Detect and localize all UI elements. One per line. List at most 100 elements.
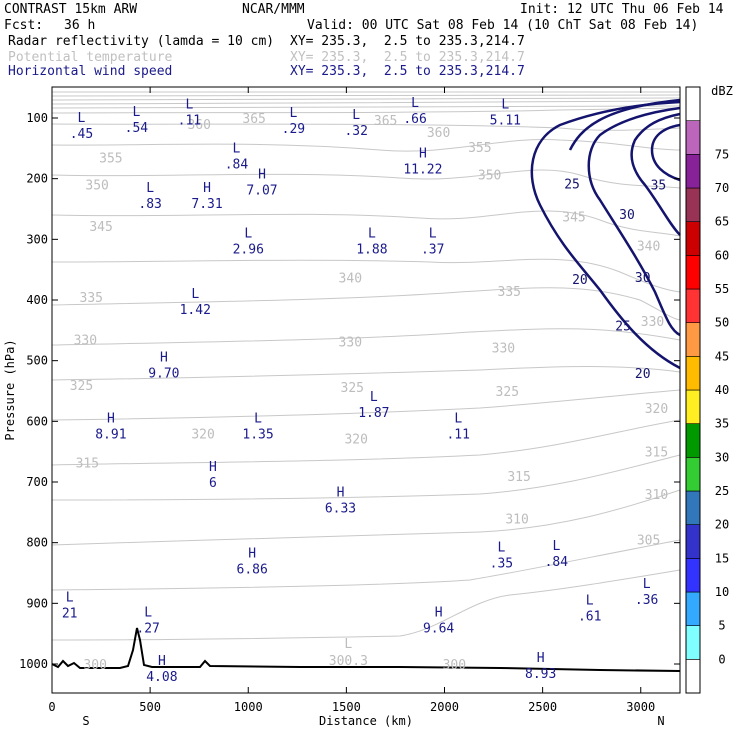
colorbar-segment bbox=[685, 120, 701, 155]
wind-contour-label: 25 bbox=[615, 319, 631, 334]
colorbar-segment bbox=[685, 356, 701, 391]
theta-label: 325 bbox=[341, 381, 364, 396]
init-time: Init: 12 UTC Thu 06 Feb 14 bbox=[520, 2, 724, 17]
wind-extremum-value: 9.70 bbox=[148, 367, 179, 382]
valid-time: Valid: 00 UTC Sat 08 Feb 14 (10 ChT Sat … bbox=[307, 18, 699, 33]
wind-extremum-value: 1.35 bbox=[242, 427, 273, 442]
wind-extremum-value: 5.11 bbox=[490, 114, 521, 129]
x-end-label-south: S bbox=[82, 714, 89, 728]
theta-label: 315 bbox=[76, 457, 99, 472]
wind-extremum-type: L bbox=[497, 541, 505, 556]
colorbar-segment bbox=[685, 322, 701, 357]
plot-frame bbox=[51, 86, 681, 694]
colorbar-level-label: 60 bbox=[715, 248, 729, 262]
wind-extremum-type: H bbox=[203, 181, 211, 196]
field-xy-theta: XY= 235.3, 2.5 to 235.3,214.7 bbox=[290, 50, 525, 65]
colorbar-level-label: 50 bbox=[715, 316, 729, 330]
wind-extremum-value: .84 bbox=[545, 555, 569, 570]
wind-extremum-type: L bbox=[552, 539, 560, 554]
wind-extremum-value: .35 bbox=[490, 557, 513, 572]
wind-extremum-value: .45 bbox=[70, 127, 93, 142]
theta-label: 345 bbox=[89, 220, 112, 235]
wind-contour-label: 35 bbox=[651, 179, 667, 194]
wind-extremum-value: 8.91 bbox=[95, 427, 126, 442]
theta-label: 360 bbox=[187, 118, 210, 133]
x-tick-label: 1500 bbox=[332, 700, 361, 714]
wind-extremum-type: L bbox=[144, 606, 152, 621]
theta-label: 335 bbox=[80, 291, 103, 306]
theta-label: 355 bbox=[99, 151, 122, 166]
colorbar-segment bbox=[685, 187, 701, 222]
wind-isotachs bbox=[530, 98, 681, 370]
wind-contour-label: 20 bbox=[572, 273, 588, 288]
wind-extremum-type: L bbox=[429, 226, 437, 241]
theta-label: 340 bbox=[637, 239, 660, 254]
theta-label: 315 bbox=[645, 446, 668, 461]
x-tick-label: 3000 bbox=[626, 700, 655, 714]
colorbar-level-label: 40 bbox=[715, 383, 729, 397]
theta-label: 305 bbox=[637, 534, 660, 549]
wind-extremum-type: L bbox=[643, 577, 651, 592]
colorbar-unit: dBZ bbox=[711, 84, 733, 98]
wind-extremum-type: L bbox=[78, 111, 86, 126]
wind-extremum-type: H bbox=[419, 146, 427, 161]
wind-extremum-value: 1.42 bbox=[180, 303, 211, 318]
theta-label: 320 bbox=[344, 432, 367, 447]
wind-extremum-type: L bbox=[370, 390, 378, 405]
colorbar-segment bbox=[685, 255, 701, 290]
wind-extremum-type: L bbox=[191, 287, 199, 302]
theta-label: 335 bbox=[498, 285, 521, 300]
colorbar-segment bbox=[685, 490, 701, 525]
colorbar-level-label: 15 bbox=[715, 551, 729, 565]
colorbar-level-label: 55 bbox=[715, 282, 729, 296]
colorbar-level-label: 25 bbox=[715, 484, 729, 498]
colorbar-level-label: 20 bbox=[715, 518, 729, 532]
colorbar-segment bbox=[685, 423, 701, 458]
theta-isolines bbox=[51, 91, 681, 641]
colorbar-level-label: 45 bbox=[715, 349, 729, 363]
wind-extremum-value: 7.07 bbox=[246, 183, 277, 198]
theta-label: 330 bbox=[339, 335, 362, 350]
colorbar-segment bbox=[685, 154, 701, 189]
theta-label: 320 bbox=[645, 402, 668, 417]
wind-extremum-type: L bbox=[185, 98, 193, 113]
wind-extremum-type: L bbox=[146, 181, 154, 196]
theta-label: 325 bbox=[70, 379, 93, 394]
wind-extremum-value: .37 bbox=[421, 242, 444, 257]
theta-label: 310 bbox=[505, 512, 528, 527]
axes: 100 200 300 400 500 600 700 800 900 1000 0 500 1000 1… bbox=[3, 87, 680, 728]
forecast-label: Fcst: bbox=[4, 18, 44, 33]
field-xy-wind: XY= 235.3, 2.5 to 235.3,214.7 bbox=[290, 64, 525, 79]
wind-extremum-type: H bbox=[337, 485, 345, 500]
wind-extremum-type: L bbox=[501, 98, 509, 113]
wind-extremum-type: L bbox=[289, 106, 297, 121]
field-name-reflectivity: Radar reflectivity (lamda = 10 cm) bbox=[8, 34, 275, 49]
wind-extremum-value: .54 bbox=[125, 121, 149, 136]
y-tick-label: 900 bbox=[26, 596, 48, 610]
theta-extremum-type: L bbox=[344, 637, 352, 652]
colorbar-segment bbox=[685, 389, 701, 424]
wind-extremum-value: .83 bbox=[138, 197, 161, 212]
colorbar-level-label: 0 bbox=[718, 652, 725, 666]
colorbar-level-label: 65 bbox=[715, 215, 729, 229]
wind-extremum-type: H bbox=[107, 411, 115, 426]
colorbar-level-label: 75 bbox=[715, 147, 729, 161]
wind-extremum-type: L bbox=[352, 108, 360, 123]
wind-extremum-value: .29 bbox=[282, 122, 305, 137]
y-tick-label: 400 bbox=[26, 293, 48, 307]
theta-label: 330 bbox=[74, 333, 97, 348]
wind-extremum-value: 6.33 bbox=[325, 501, 356, 516]
x-tick-label: 0 bbox=[48, 700, 55, 714]
y-tick-label: 800 bbox=[26, 536, 48, 550]
y-tick-label: 200 bbox=[26, 172, 48, 186]
wind-extremum-value: 21 bbox=[62, 606, 78, 621]
theta-label: 340 bbox=[339, 272, 362, 287]
wind-contour-labels: 35 30 30 25 25 20 20 bbox=[564, 178, 666, 382]
theta-label: 350 bbox=[85, 179, 108, 194]
colorbar-segment bbox=[685, 659, 701, 694]
colorbar: 0 5 10 15 20 25 30 35 40 45 50 55 60 65 70 75 dBZ bbox=[685, 84, 733, 694]
extrema-markers: L.45L.54L.11L.29L.32L.66L5.11L.84H11.22L… bbox=[62, 96, 659, 685]
wind-extremum-value: .66 bbox=[403, 112, 426, 127]
wind-extremum-value: 1.87 bbox=[358, 406, 389, 421]
theta-label: 310 bbox=[645, 488, 668, 503]
